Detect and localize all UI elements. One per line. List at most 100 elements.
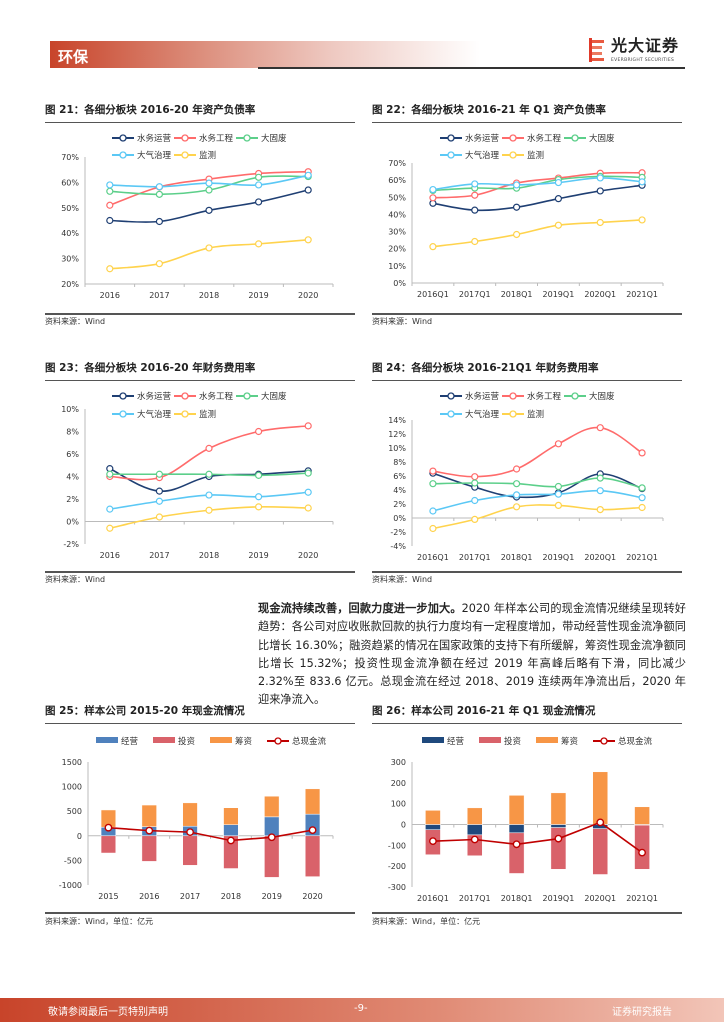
chart-23-title-rule [45,380,355,381]
legend-marker [509,151,517,159]
header-band [50,41,480,68]
legend-swatch [96,737,118,743]
legend-item: 水务工程 [502,391,562,402]
legend-label: 经营 [121,736,138,747]
legend-label: 总现金流 [618,736,653,747]
series-point-大气治理 [429,507,437,515]
legend-item: 大气治理 [112,409,172,420]
series-point-水务工程 [471,191,479,199]
series-line-水务工程 [432,426,643,478]
chart-21-source-rule [45,313,355,315]
x-tick-label: 2017Q1 [459,553,491,562]
series-line-大固废 [432,477,643,489]
x-tick-label: 2016 [100,551,120,560]
series-point-水务工程 [638,449,646,457]
y-tick-label: 60% [388,176,406,185]
series-point-大气治理 [638,178,646,186]
series-point-水务运营 [255,470,263,478]
x-tick-label: 2016Q1 [417,894,449,903]
legend-swatch [479,737,501,743]
legend-label: 水务工程 [527,133,562,144]
series-point-水务工程 [106,472,114,481]
y-tick-label: 40% [388,210,406,219]
legend-item: 大气治理 [112,150,172,161]
series-point-大气治理 [638,494,646,502]
legend-label: 大气治理 [137,409,172,420]
series-point-水务工程 [596,169,604,177]
series-point-水务运营 [205,206,213,214]
x-tick-label: 2019 [248,291,268,300]
chart-25: -1000 -500 0 500 1000 1500 2015 2016 2017 2018 201… [59,736,334,901]
series-point-大固废 [304,469,312,477]
bar-投资 [304,835,321,877]
legend-item: 筹资 [210,736,253,747]
series-point-水务工程 [512,465,521,473]
legend-item: 投资 [153,736,196,747]
series-point-大固废 [554,176,563,184]
series-point-大气治理 [554,178,563,187]
series-line-水务工程 [109,425,309,481]
legend-marker [509,392,517,400]
bar-经营 [141,826,157,837]
total-cashflow-point [104,823,113,832]
legend-item: 总现金流 [267,736,327,747]
series-point-大固废 [429,480,437,488]
chart-23-title: 图 23：各细分板块 2016-20 年财务费用率 [45,362,256,374]
bar-经营 [466,824,483,836]
bar-经营 [508,824,525,834]
legend-marker [447,151,455,159]
series-line-大气治理 [432,489,643,512]
legend-item: 大气治理 [440,150,500,161]
y-tick-label: 20% [61,280,79,289]
footer-bar [0,998,724,1022]
legend-item: 大气治理 [440,409,500,420]
legend-label: 经营 [447,736,464,747]
bar-投资 [223,835,239,869]
legend-label: 投资 [504,736,522,747]
series-point-监测 [554,501,563,509]
bar-投资 [141,835,157,862]
legend-marker [243,392,251,400]
y-tick-label: 4% [393,486,406,495]
page-number: -9- [354,1003,368,1014]
x-tick-label: 2018Q1 [501,290,533,299]
legend-item: 水务运营 [112,133,171,144]
y-tick-label: 300 [391,758,406,767]
series-point-水务运营 [255,198,263,206]
legend-marker [119,134,127,142]
total-cashflow-point [512,840,521,849]
y-tick-label: -500 [64,856,82,865]
legend-item: 经营 [422,736,464,747]
bar-经营 [182,825,198,837]
y-tick-label: 500 [67,807,82,816]
chart-22: 0% 10% 20% 30% 40% 50% 60% 70% 2016Q1 2017Q1 2018Q… [388,133,664,299]
series-point-水务工程 [106,201,114,209]
series-point-监测 [155,513,163,521]
legend-label: 水务工程 [199,133,234,144]
y-tick-label: -1000 [59,881,82,890]
footer-disclaimer: 敬请参阅最后一页特别声明 [48,1007,168,1018]
series-point-大固废 [512,184,521,192]
chart-22-source: 资料来源：Wind [372,317,433,326]
legend-label: 水务运营 [465,133,499,144]
logo-text: 光大证券 [611,36,680,55]
series-point-大固废 [429,186,437,195]
legend-item: 总现金流 [593,736,653,747]
series-point-大气治理 [471,496,479,505]
y-tick-label: 30% [61,255,79,264]
x-tick-label: 2018 [221,892,241,901]
total-cashflow-point [638,848,646,857]
y-tick-label: 2% [66,495,79,504]
legend-marker [509,134,517,142]
legend-swatch [153,737,175,743]
legend-label: 水务工程 [199,391,234,402]
series-point-水务工程 [554,174,563,182]
total-cashflow-point [429,837,437,846]
series-line-大气治理 [109,491,309,510]
bar-筹资 [141,804,157,827]
y-tick-label: 50% [61,204,79,213]
bar-筹资 [592,771,609,825]
chart-26: -300 -200 -100 0 100 200 300 2016Q1 2017Q1 2018Q1… [388,736,664,903]
series-point-监测 [205,244,213,252]
y-tick-label: 8% [66,428,79,437]
